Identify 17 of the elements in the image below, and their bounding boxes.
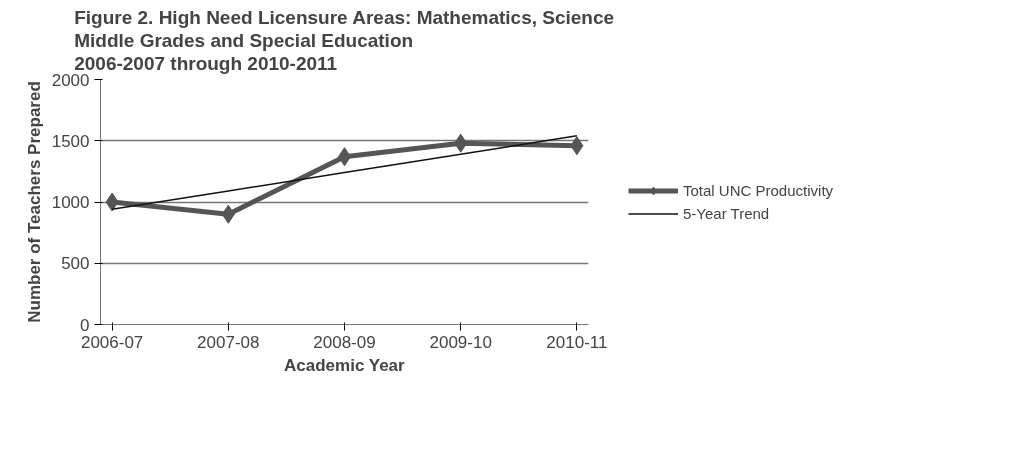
- y-tick-label: 1000: [51, 193, 90, 212]
- x-tick-label: 2008-09: [313, 332, 376, 352]
- point: [105, 192, 119, 212]
- x-tick-label: 2007-08: [197, 332, 260, 352]
- point: [454, 133, 468, 153]
- legend-label: 5-Year Trend: [683, 204, 770, 222]
- y-tick-label: 500: [61, 254, 90, 274]
- point: [570, 136, 584, 156]
- x-tick-label: 2009-10: [429, 332, 492, 352]
- x-axis-title: Academic Year: [284, 355, 406, 375]
- y-axis-title: Number of Teachers Prepared: [24, 81, 44, 323]
- x-tick-label: 2006-07: [80, 332, 144, 352]
- x-tick-label: 2010-11: [546, 332, 608, 352]
- y-tick-label: 0: [80, 315, 90, 335]
- point: [221, 204, 235, 224]
- legend-label: Total UNC Productivity: [683, 181, 834, 199]
- y-tick-label: 1500: [51, 131, 90, 151]
